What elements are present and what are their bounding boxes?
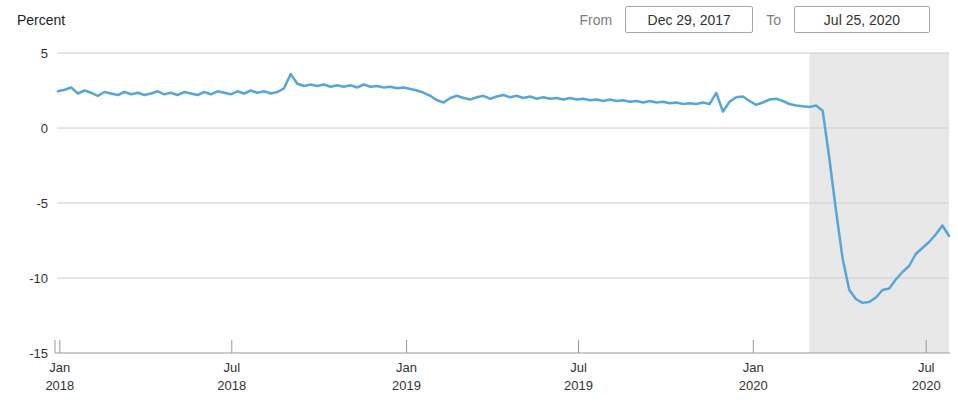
plot-area[interactable] bbox=[57, 53, 949, 353]
y-tick-label: -15 bbox=[29, 346, 48, 361]
x-tick-label-year: 2018 bbox=[217, 378, 246, 393]
y-tick-label: -10 bbox=[29, 271, 48, 286]
x-tick-label-year: 2019 bbox=[392, 378, 421, 393]
x-tick-label-year: 2020 bbox=[739, 378, 768, 393]
x-tick-label-year: 2020 bbox=[912, 378, 941, 393]
y-tick-label: 5 bbox=[41, 46, 48, 61]
chart-canvas: 50-5-10-15Jan2018Jul2018Jan2019Jul2019Ja… bbox=[0, 0, 958, 419]
x-tick-label-month: Jan bbox=[49, 360, 70, 375]
x-tick-label-month: Jan bbox=[396, 360, 417, 375]
x-tick-label-month: Jul bbox=[570, 360, 587, 375]
y-tick-label: 0 bbox=[41, 121, 48, 136]
x-tick-label-month: Jan bbox=[743, 360, 764, 375]
y-tick-label: -5 bbox=[36, 196, 48, 211]
x-tick-label-month: Jul bbox=[918, 360, 935, 375]
x-tick-label-year: 2018 bbox=[45, 378, 74, 393]
x-tick-label-year: 2019 bbox=[564, 378, 593, 393]
x-tick-label-month: Jul bbox=[223, 360, 240, 375]
